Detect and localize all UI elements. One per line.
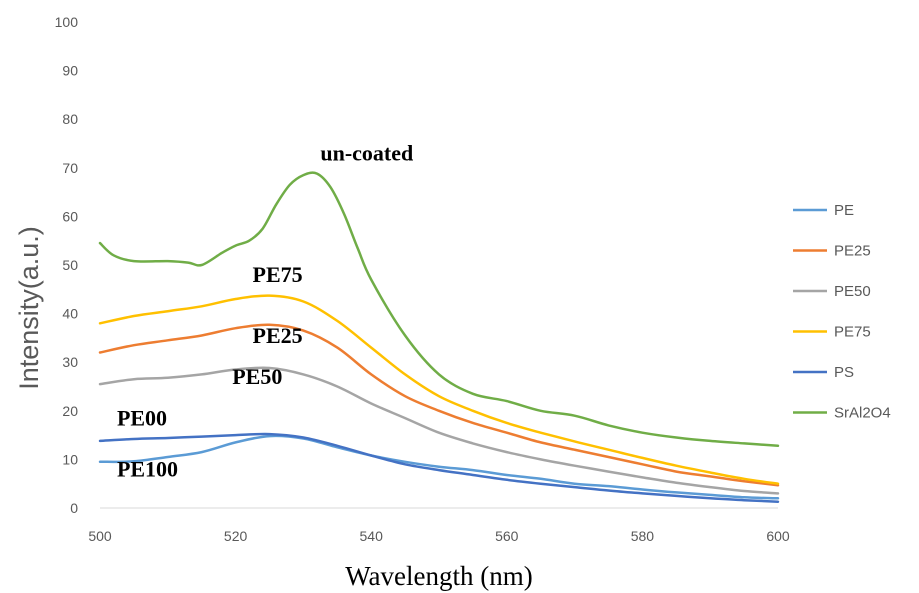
y-tick-label: 20 [62, 403, 78, 419]
x-tick-label: 600 [766, 528, 790, 544]
annotation-label: PE50 [232, 364, 282, 389]
annotation-label: PE100 [117, 456, 178, 481]
x-tick-label: 580 [631, 528, 655, 544]
x-tick-label: 540 [360, 528, 384, 544]
y-tick-label: 80 [62, 111, 78, 127]
y-tick-label: 40 [62, 306, 78, 322]
series-line-ps [98, 432, 780, 503]
series-line-sral2o4 [98, 171, 780, 448]
legend-label: PE75 [834, 324, 871, 341]
y-tick-label: 60 [62, 208, 78, 224]
annotation-label: un-coated [320, 141, 413, 166]
series-line-pe75 [98, 294, 780, 485]
annotation-label: PE75 [253, 262, 303, 287]
legend-label: PS [834, 364, 854, 381]
y-tick-label: 70 [62, 160, 78, 176]
annotation-label: PE25 [253, 323, 303, 348]
y-tick-label: 10 [62, 451, 78, 467]
annotation-label: PE00 [117, 405, 167, 430]
y-tick-label: 30 [62, 354, 78, 370]
x-axis-title: Wavelength (nm) [345, 561, 533, 591]
x-tick-label: 560 [495, 528, 519, 544]
legend-label: PE50 [834, 283, 871, 300]
x-axis-ticks: 500 520 540 560 580 600 [88, 528, 790, 544]
y-axis-ticks: 0 10 20 30 40 50 60 70 80 90 100 [55, 14, 79, 516]
x-tick-label: 500 [88, 528, 112, 544]
y-tick-label: 0 [70, 500, 78, 516]
y-tick-label: 50 [62, 257, 78, 273]
legend-label: PE25 [834, 243, 871, 260]
legend-label: PE [834, 202, 854, 219]
y-tick-label: 90 [62, 63, 78, 79]
series-line-pe [98, 434, 780, 500]
series-line-pe25 [98, 323, 780, 487]
annotations: un-coated PE75 PE25 PE50 PE00 PE100 [117, 141, 413, 482]
y-tick-label: 100 [55, 14, 79, 30]
y-axis-title: Intensity(a.u.) [14, 226, 44, 390]
series-line-pe50 [98, 366, 780, 495]
series-lines [98, 171, 780, 503]
legend: PE PE25 PE50 PE75 PS SrAl2O4 [793, 202, 891, 422]
legend-label: SrAl2O4 [834, 405, 891, 422]
x-tick-label: 520 [224, 528, 248, 544]
